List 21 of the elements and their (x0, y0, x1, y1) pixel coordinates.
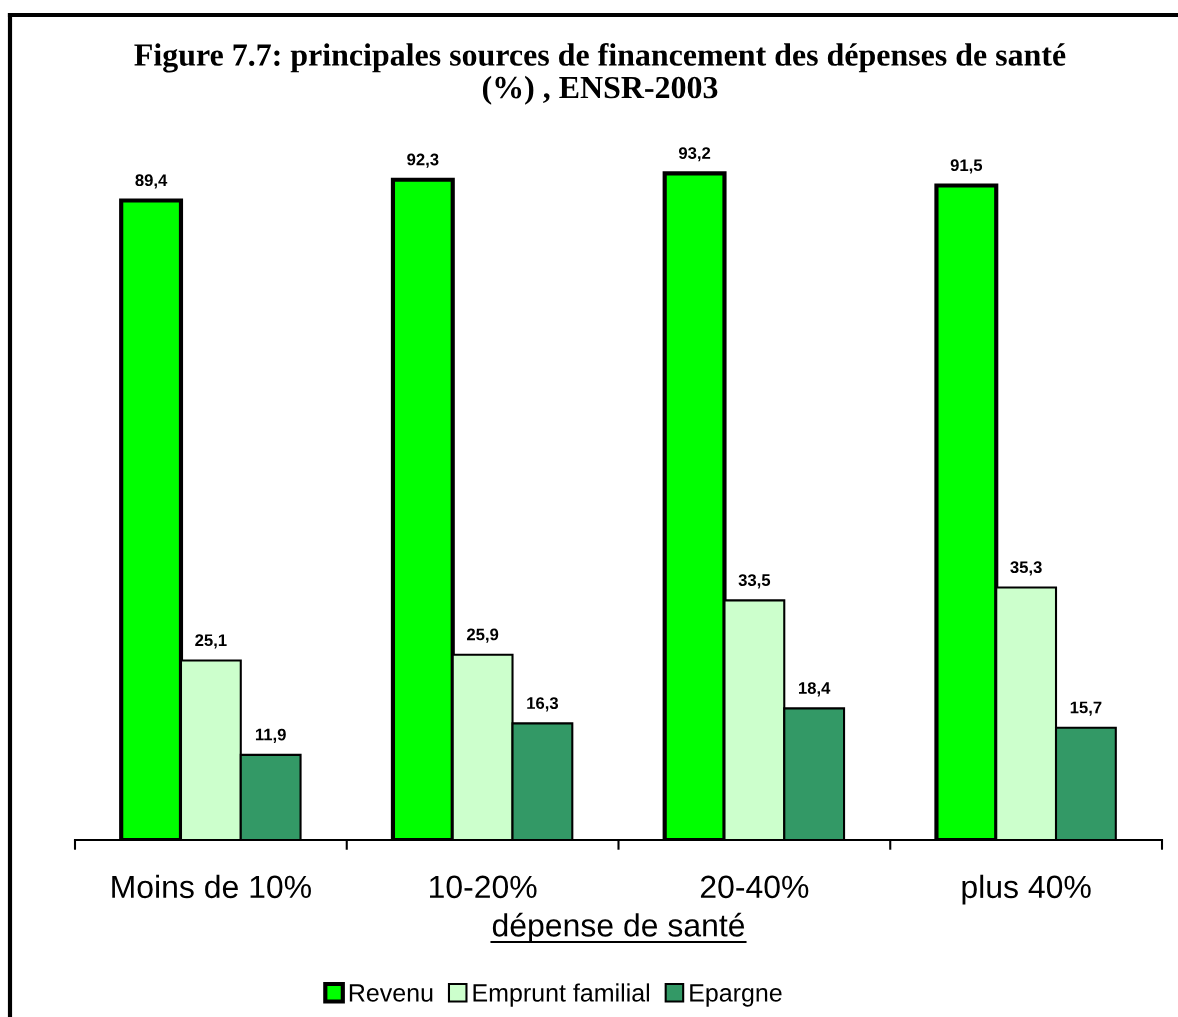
data-label: 25,9 (466, 628, 499, 643)
x-tick-label: plus 40% (962, 874, 1091, 905)
data-label: 33,5 (738, 574, 771, 589)
data-label: 11,9 (255, 728, 286, 743)
data-label: 91,5 (950, 159, 983, 174)
data-label: 18,4 (798, 682, 831, 697)
x-tick-label: Moins de 10% (112, 874, 311, 899)
data-label: 92,3 (407, 153, 439, 168)
data-label: 35,3 (1010, 561, 1042, 576)
data-label: 15,7 (1070, 701, 1102, 716)
x-axis-title: dépense de santé (492, 912, 745, 943)
chart-title: Figure 7.7: principales sources de financement des dépenses de santé (%) , ENSR-2003 (134, 43, 1066, 105)
legend-label: Emprunt familial (473, 983, 650, 1007)
data-label: 89,4 (135, 174, 168, 189)
x-tick-label: 20-40% (700, 875, 809, 899)
legend-label: Epargne (690, 984, 782, 1007)
legend-label: Revenu (349, 984, 433, 1002)
data-label: 25,1 (195, 634, 227, 649)
x-tick-label: 10-20% (430, 875, 537, 899)
data-label: 93,2 (678, 147, 711, 162)
data-label: 16,3 (527, 697, 559, 712)
